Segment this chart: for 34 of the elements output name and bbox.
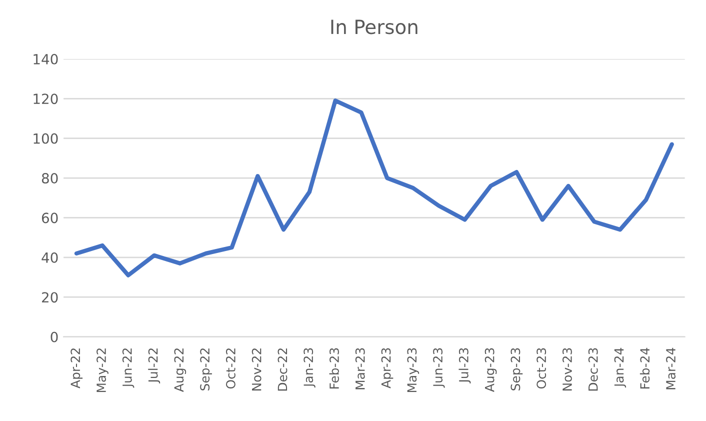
line-series [74, 98, 674, 278]
x-tick-label: Feb-24 [640, 348, 650, 389]
x-tick-label: Jan-24 [614, 348, 626, 388]
x-tick-label: Jul-22 [148, 348, 160, 384]
x-tick-label: Sep-22 [200, 348, 212, 390]
x-tick-label: Dec-22 [278, 348, 288, 391]
y-tick-label: 60 [42, 212, 58, 224]
x-tick-label: May-23 [407, 348, 420, 392]
x-tick-label: Sep-23 [510, 348, 523, 390]
x-tick-label: Oct-23 [536, 348, 546, 389]
x-tick-label: Mar-24 [666, 348, 676, 390]
x-tick-label: Dec-23 [588, 348, 598, 391]
x-tick-label: Nov-23 [562, 348, 572, 390]
y-tick-label: 0 [50, 332, 58, 342]
x-tick-label: Jan-23 [304, 348, 316, 388]
x-tick-label: Aug-23 [484, 348, 497, 392]
chart-title: In Person [331, 20, 418, 34]
x-tick-label: Nov-22 [252, 348, 262, 390]
y-tick-label: 140 [34, 54, 58, 64]
y-tick-label: 40 [42, 252, 58, 263]
x-tick-label: May-22 [96, 348, 108, 392]
x-tick-label: Aug-22 [174, 348, 186, 392]
y-tick-label: 120 [34, 94, 58, 104]
x-tick-label: Feb-23 [329, 348, 339, 389]
y-tick-label: 100 [34, 133, 58, 144]
x-tick-label: Apr-22 [70, 348, 83, 388]
x-tick-label: Mar-23 [355, 348, 365, 390]
x-tick-label: Apr-23 [381, 348, 394, 388]
x-tick-label: Jun-23 [433, 348, 445, 388]
y-tick-label: 80 [42, 172, 58, 184]
x-tick-label: Jun-22 [122, 348, 134, 388]
x-tick-label: Jul-23 [458, 348, 471, 384]
x-tick-label: Oct-22 [226, 348, 236, 389]
y-tick-label: 20 [42, 292, 58, 303]
